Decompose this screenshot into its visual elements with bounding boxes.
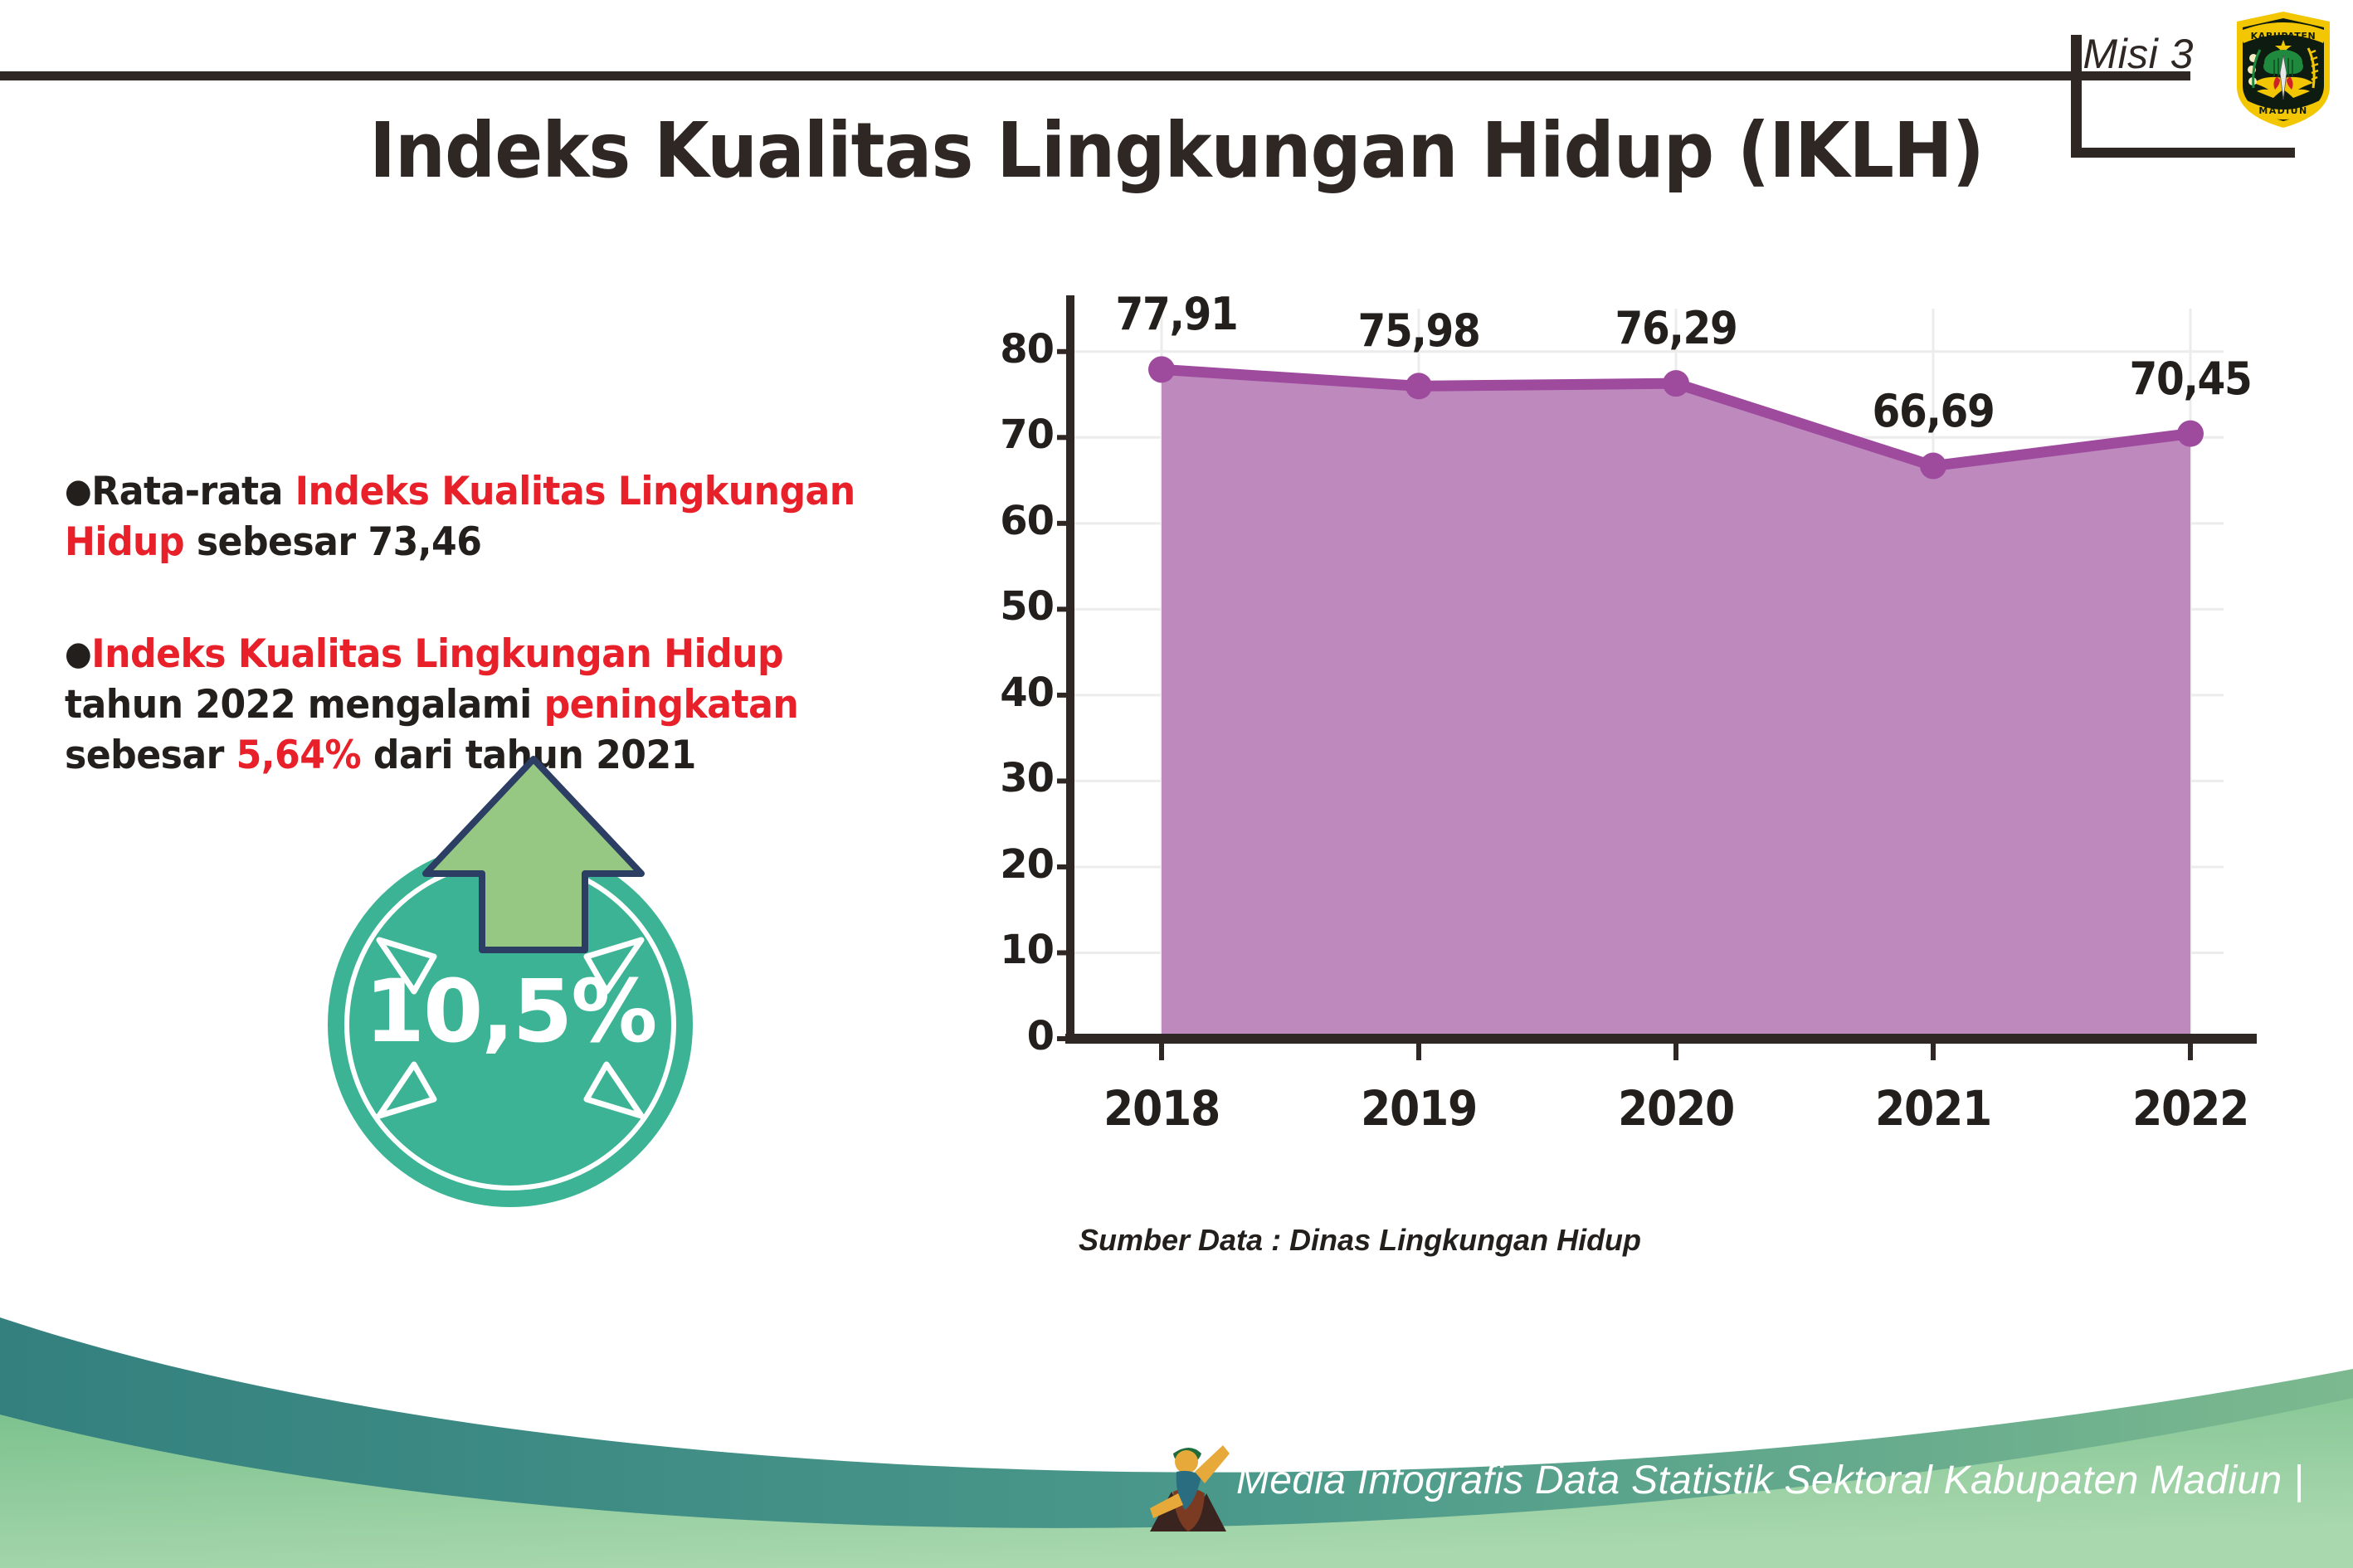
bullet-dot-icon: ● bbox=[65, 635, 92, 673]
x-axis-tick-label: 2022 bbox=[2132, 1080, 2249, 1137]
iklh-area-chart: 0 10 20 30 40 50 60 70 80 2018 2019 2020 2021 2022 7… bbox=[962, 288, 2257, 1171]
x-axis-tick-label: 2020 bbox=[1618, 1080, 1735, 1137]
kabupaten-madiun-crest-icon: KABUPATEN MADIUN bbox=[2237, 12, 2330, 128]
svg-text:KABUPATEN: KABUPATEN bbox=[2251, 31, 2316, 41]
bullet-item-increase: ●Indeks Kualitas Lingkungan Hidup tahun … bbox=[65, 629, 907, 781]
plain-phrase: tahun 2022 mengalami bbox=[65, 682, 544, 728]
svg-text:MADIUN: MADIUN bbox=[2258, 105, 2307, 116]
bullet-rich-text-0: Rata-rata Indeks Kualitas Lingkungan Hid… bbox=[65, 469, 855, 565]
chart-series-markers bbox=[1148, 356, 2204, 480]
chart-data-label: 70,45 bbox=[2129, 352, 2253, 405]
chart-data-label: 77,91 bbox=[1115, 288, 1239, 341]
y-axis-tick-label: 10 bbox=[1000, 927, 1055, 974]
highlighted-phrase: 5,64% bbox=[236, 733, 362, 779]
highlighted-phrase: Indeks Kualitas Lingkungan Hidup bbox=[91, 631, 784, 678]
up-arrow-icon bbox=[422, 756, 645, 953]
chart-plot-svg bbox=[1057, 295, 2257, 1060]
chart-data-label: 76,29 bbox=[1615, 302, 1738, 355]
chart-area-fill bbox=[1162, 369, 2190, 1039]
x-axis-tick-label: 2019 bbox=[1361, 1080, 1478, 1137]
badge-percent-value: 10,5% bbox=[364, 961, 658, 1062]
y-axis-tick-label: 50 bbox=[1000, 583, 1055, 631]
bracket-vertical-bar bbox=[2071, 35, 2082, 158]
bullet-item-average: ●Rata-rata Indeks Kualitas Lingkungan Hi… bbox=[65, 466, 907, 567]
chart-data-label: 66,69 bbox=[1872, 384, 1995, 437]
misi-label: Misi 3 bbox=[2083, 31, 2194, 77]
logo-corner-bracket bbox=[2071, 35, 2328, 158]
header-divider-rule bbox=[0, 71, 2190, 80]
plain-phrase: Rata-rata bbox=[91, 469, 295, 514]
source-note: Sumber Data : Dinas Lingkungan Hidup bbox=[1079, 1223, 1642, 1257]
highlighted-phrase: Indeks Kualitas Lingkungan Hidup bbox=[65, 469, 855, 566]
bullet-dot-icon: ● bbox=[65, 471, 92, 510]
bullet-list: ●Rata-rata Indeks Kualitas Lingkungan Hi… bbox=[65, 466, 961, 781]
y-axis-tick-label: 40 bbox=[1000, 669, 1055, 716]
footer-caption: Media Infografis Data Statistik Sektoral… bbox=[1236, 1458, 2304, 1502]
x-axis-tick-label: 2018 bbox=[1103, 1080, 1220, 1137]
y-axis-tick-label: 70 bbox=[1000, 411, 1055, 459]
media-infografis-figure-icon bbox=[1150, 1445, 1230, 1531]
bullet-rich-text-1: Indeks Kualitas Lingkungan Hidup tahun 2… bbox=[65, 631, 799, 779]
chart-tick-marks bbox=[1057, 348, 2193, 1060]
page-title: Indeks Kualitas Lingkungan Hidup (IKLH) bbox=[369, 106, 1985, 195]
plain-phrase: sebesar 73,46 bbox=[184, 519, 482, 566]
y-axis-tick-label: 80 bbox=[1000, 325, 1055, 373]
page-footer: Media Infografis Data Statistik Sektoral… bbox=[0, 1269, 2353, 1568]
x-axis-tick-label: 2021 bbox=[1875, 1080, 1992, 1137]
chart-axes bbox=[1065, 295, 2257, 1044]
increase-badge: 10,5% bbox=[319, 751, 751, 1211]
highlighted-phrase: peningkatan bbox=[543, 682, 799, 728]
plain-phrase: sebesar bbox=[65, 733, 236, 779]
y-axis-tick-label: 20 bbox=[1000, 840, 1055, 888]
bracket-horizontal-bar bbox=[2071, 148, 2295, 158]
y-axis-tick-label: 0 bbox=[1026, 1013, 1055, 1059]
footer-wave-graphic bbox=[0, 1317, 2353, 1568]
y-axis-tick-label: 30 bbox=[1000, 755, 1055, 802]
y-axis-tick-label: 60 bbox=[1000, 497, 1055, 544]
chart-data-label: 75,98 bbox=[1357, 304, 1481, 358]
